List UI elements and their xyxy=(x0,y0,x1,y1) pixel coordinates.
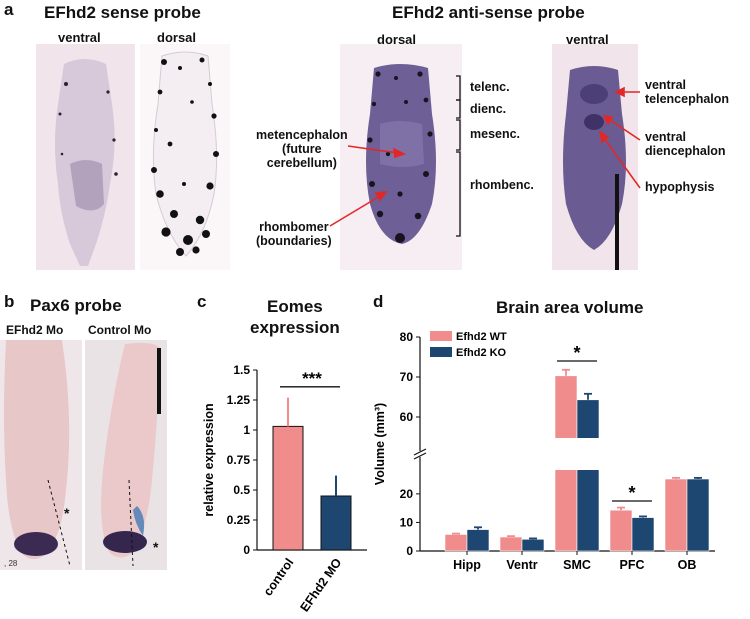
region-mesenc: mesenc. xyxy=(470,127,521,141)
panel-a-annotation-lines xyxy=(329,75,641,237)
bar-break-gap xyxy=(576,438,600,470)
legend-label: Efhd2 WT xyxy=(456,331,507,343)
y-tick-label: 1.5 xyxy=(233,363,250,377)
region-telenc: telenc. xyxy=(470,80,510,94)
x-tick-label: PFC xyxy=(620,558,645,572)
x-tick-label: OB xyxy=(678,558,697,572)
bracket-telenc xyxy=(456,75,461,101)
bar-Hipp-wt xyxy=(444,534,468,552)
view-label-ventral-1: ventral xyxy=(58,30,101,45)
significance-marker: * xyxy=(628,483,635,503)
legend-label: Efhd2 KO xyxy=(456,347,507,359)
eomes-chart: 0 0.25 0.5 0.75 1 1.25 1.5 relative expression c… xyxy=(202,363,367,614)
axis-break-mark xyxy=(413,452,427,460)
label-hypophysis: hypophysis xyxy=(645,180,715,194)
panel-a-letter: a xyxy=(4,0,14,19)
axis-break-gap xyxy=(414,451,426,457)
bracket-dienc xyxy=(456,99,461,119)
panel-b-letter: b xyxy=(4,292,15,311)
corner-number: , 28 xyxy=(4,559,18,568)
x-tick-label: SMC xyxy=(563,558,591,572)
x-tick-label: Hipp xyxy=(453,558,481,572)
legend-swatch xyxy=(430,347,452,357)
pax6-title: Pax6 probe xyxy=(30,296,122,315)
bar-Ventr-wt xyxy=(499,536,523,552)
significance-marker: *** xyxy=(302,369,322,388)
efhd2-asterisk: * xyxy=(64,505,70,521)
x-tick-label: Ventr xyxy=(506,558,537,572)
y-tick-label: 1.25 xyxy=(227,393,251,407)
view-label-dorsal-2: dorsal xyxy=(377,32,417,47)
y-tick-label: 1 xyxy=(243,423,250,437)
efhd2-mo-embryo-image: * , 28 xyxy=(0,340,82,570)
legend-swatch xyxy=(430,331,452,341)
bar-PFC-wt xyxy=(609,509,633,552)
bar-SMC-ko xyxy=(576,399,600,552)
sense-probe-title: EFhd2 sense probe xyxy=(44,3,201,22)
view-label-dorsal-1: dorsal xyxy=(157,30,197,45)
y-axis-label: Volume (mm³) xyxy=(373,403,387,485)
y-tick-label: 80 xyxy=(400,330,414,344)
arrow-hypophysis xyxy=(603,137,641,189)
antisense-probe-title: EFhd2 anti-sense probe xyxy=(392,3,585,22)
y-tick-label: 0.5 xyxy=(233,483,250,497)
control-mo-label: Control Mo xyxy=(88,323,152,337)
antisense-ventral-embryo-image xyxy=(552,44,638,270)
efhd2-mo-label: EFhd2 Mo xyxy=(6,323,64,337)
y-tick-label: 0.75 xyxy=(227,453,251,467)
control-asterisk: * xyxy=(153,539,159,555)
arrow-metencephalon xyxy=(347,145,399,154)
bar-OB-wt xyxy=(664,478,688,552)
y-tick-label: 20 xyxy=(400,487,414,501)
x-tick-label: EFhd2 MO xyxy=(298,555,345,614)
y-tick-label: 10 xyxy=(400,515,414,529)
sense-dorsal-embryo-image xyxy=(140,44,230,270)
y-tick-label: 60 xyxy=(400,410,414,424)
brain-volume-title: Brain area volume xyxy=(496,298,644,317)
view-label-ventral-2: ventral xyxy=(566,32,609,47)
label-metencephalon: metencephalon (future cerebellum) xyxy=(256,128,348,170)
sense-ventral-embryo-image xyxy=(36,44,135,270)
control-mo-embryo-image: * xyxy=(85,340,167,570)
bar-OB-ko xyxy=(686,478,710,552)
x-tick-label: control xyxy=(261,556,297,599)
arrow-rhombomer xyxy=(329,195,381,227)
label-rhombomer: rhombomer (boundaries) xyxy=(256,220,332,248)
label-ventral-telencephalon: ventral telencephalon xyxy=(645,78,730,106)
bracket-mesenc xyxy=(456,119,461,151)
antisense-dorsal-embryo-image xyxy=(340,44,462,270)
bar-EFhd2 MO xyxy=(320,495,352,551)
bar-PFC-ko xyxy=(631,517,655,552)
y-tick-label: 70 xyxy=(400,370,414,384)
arrow-ventral-diencephalon xyxy=(609,119,641,141)
y-tick-label: 0 xyxy=(243,543,250,557)
eomes-title: Eomes expression xyxy=(250,297,340,337)
bar-break-gap xyxy=(554,438,578,470)
panel-c-letter: c xyxy=(197,292,207,311)
label-ventral-diencephalon: ventral diencephalon xyxy=(645,130,726,158)
panel-d-letter: d xyxy=(373,292,384,311)
region-rhombenc: rhombenc. xyxy=(470,178,534,192)
bar-Hipp-ko xyxy=(466,529,490,552)
region-dienc: dienc. xyxy=(470,102,507,116)
y-tick-label: 0 xyxy=(406,544,413,558)
axis-break-mark xyxy=(413,448,427,456)
bracket-rhombenc xyxy=(456,151,461,237)
brain-volume-chart: 0 10 20 60 70 80 Volume (mm³) Hipp Ventr SMC PFC OB… xyxy=(373,330,715,572)
bar-control xyxy=(272,425,304,551)
y-axis-label: relative expression xyxy=(202,403,216,516)
y-tick-label: 0.25 xyxy=(227,513,251,527)
significance-marker: * xyxy=(573,343,580,363)
bar-Ventr-ko xyxy=(521,538,545,552)
